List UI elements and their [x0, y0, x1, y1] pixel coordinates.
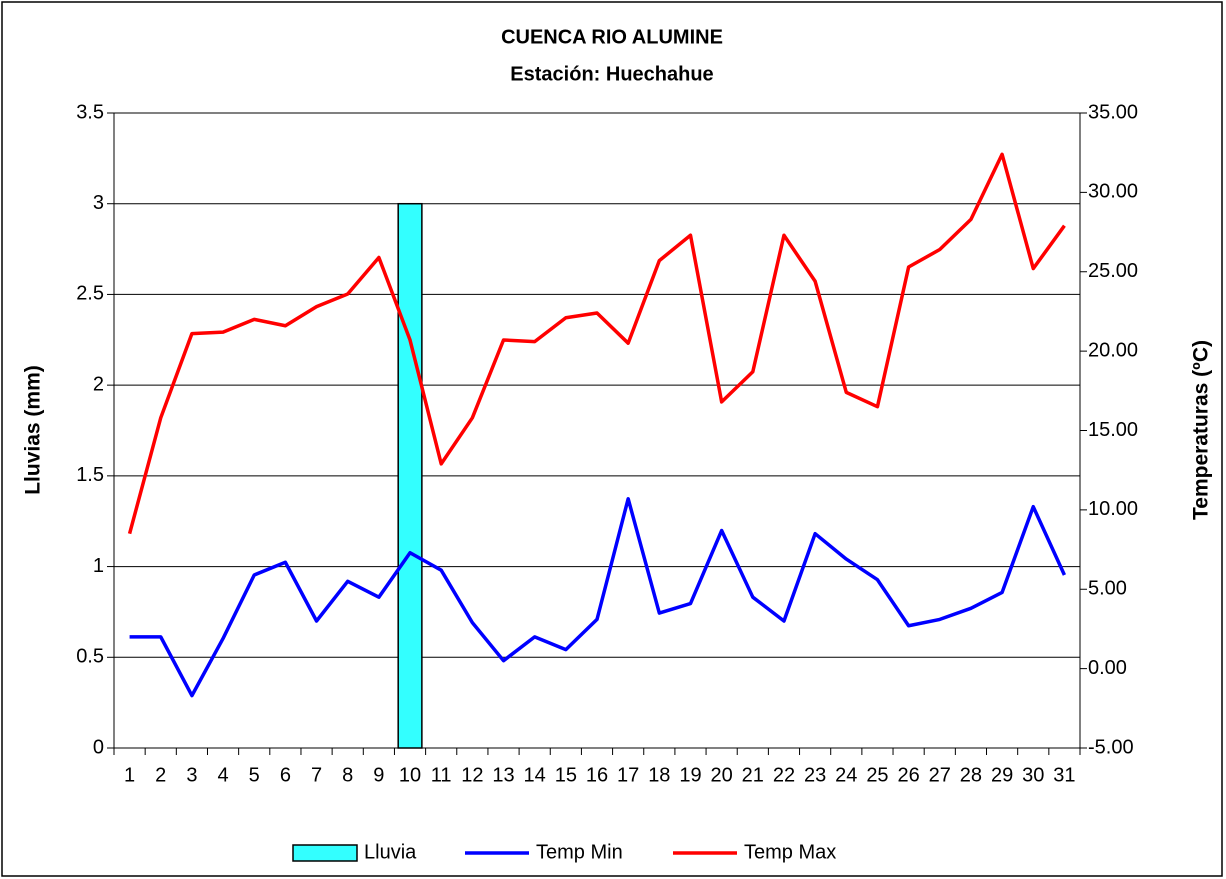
y-tick-label: 0.5 — [76, 646, 104, 668]
y2-tick-label: -5.00 — [1088, 736, 1134, 758]
x-tick-label: 5 — [249, 764, 260, 786]
y2-tick-label: 20.00 — [1088, 339, 1138, 361]
x-tick-label: 20 — [711, 764, 733, 786]
x-tick-label: 17 — [617, 764, 639, 786]
legend-label: Lluvia — [364, 841, 417, 863]
x-tick-label: 3 — [186, 764, 197, 786]
x-tick-label: 7 — [311, 764, 322, 786]
x-tick-label: 8 — [342, 764, 353, 786]
legend-label: Temp Min — [536, 841, 623, 863]
x-tick-label: 4 — [218, 764, 229, 786]
y2-tick-label: 15.00 — [1088, 419, 1138, 441]
y2-tick-label: 5.00 — [1088, 578, 1127, 600]
line — [129, 497, 1067, 698]
x-tick-label: 26 — [897, 764, 919, 786]
y2-tick-label: 35.00 — [1088, 101, 1138, 123]
y-axis-title: Lluvias (mm) — [22, 365, 45, 495]
bar — [397, 202, 423, 749]
x-tick-label: 25 — [866, 764, 888, 786]
x-tick-label: 2 — [155, 764, 166, 786]
x-tick-label: 21 — [742, 764, 764, 786]
x-tick-label: 9 — [373, 764, 384, 786]
legend-label: Temp Max — [744, 841, 836, 863]
y-tick-label: 3 — [93, 192, 104, 214]
x-tick-label: 28 — [960, 764, 982, 786]
chart-subtitle: Estación: Huechahue — [510, 63, 713, 85]
y-tick-label: 2 — [93, 373, 104, 395]
x-tick-label: 10 — [399, 764, 421, 786]
x-tick-label: 18 — [648, 764, 670, 786]
x-tick-label: 30 — [1022, 764, 1044, 786]
x-tick-label: 31 — [1053, 764, 1075, 786]
x-tick-label: 22 — [773, 764, 795, 786]
y2-tick-label: 25.00 — [1088, 260, 1138, 282]
legend-swatch — [292, 844, 358, 862]
x-tick-label: 16 — [586, 764, 608, 786]
y-tick-label: 2.5 — [76, 283, 104, 305]
chart-title: CUENCA RIO ALUMINE — [501, 26, 723, 48]
y-tick-label: 0 — [93, 736, 104, 758]
x-tick-label: 27 — [929, 764, 951, 786]
x-tick-label: 1 — [124, 764, 135, 786]
x-tick-label: 19 — [679, 764, 701, 786]
y-tick-label: 1 — [93, 555, 104, 577]
y2-tick-label: 10.00 — [1088, 498, 1138, 520]
x-tick-label: 15 — [555, 764, 577, 786]
y2-axis-title: Temperaturas (ºC) — [1190, 340, 1213, 520]
x-tick-label: 14 — [524, 764, 546, 786]
x-tick-label: 29 — [991, 764, 1013, 786]
x-tick-label: 24 — [835, 764, 857, 786]
x-tick-label: 12 — [461, 764, 483, 786]
x-tick-label: 13 — [492, 764, 514, 786]
y-tick-label: 1.5 — [76, 464, 104, 486]
x-tick-label: 6 — [280, 764, 291, 786]
line — [127, 152, 1066, 535]
y-tick-label: 3.5 — [76, 101, 104, 123]
x-tick-label: 23 — [804, 764, 826, 786]
y2-tick-label: 0.00 — [1088, 657, 1127, 679]
y2-tick-label: 30.00 — [1088, 181, 1138, 203]
x-tick-label: 11 — [431, 764, 452, 786]
